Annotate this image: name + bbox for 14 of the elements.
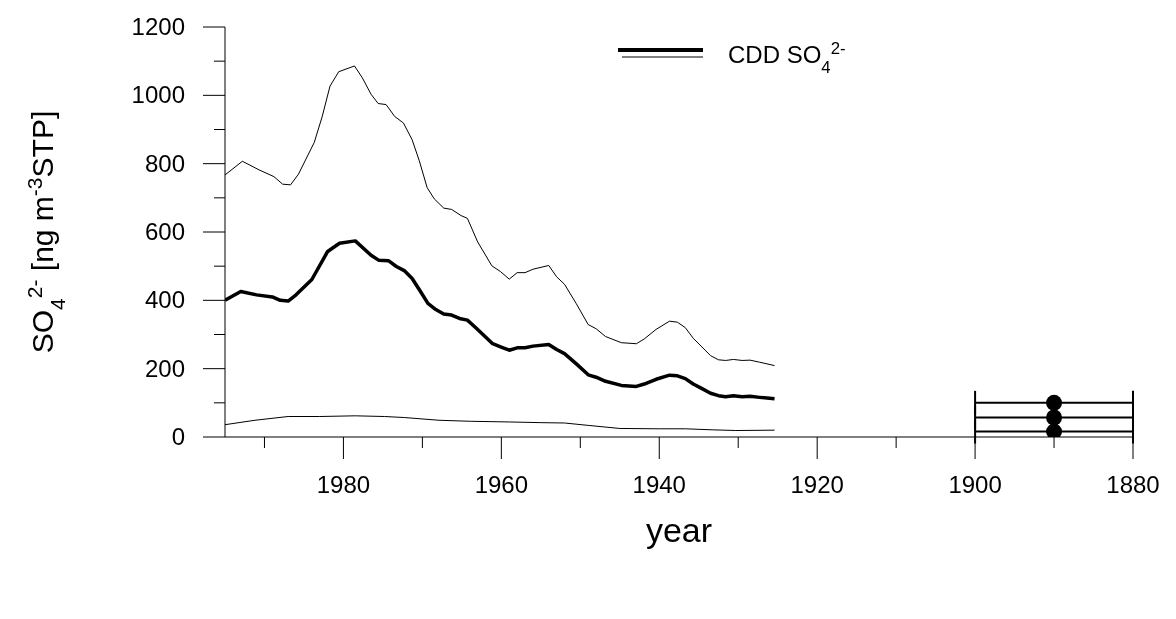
x-tick-label: 1920 xyxy=(790,471,844,498)
y-tick-label: 1000 xyxy=(131,81,185,109)
x-tick-label: 1960 xyxy=(474,471,529,498)
x-tick-label: 1940 xyxy=(632,471,686,498)
x-axis-title: year xyxy=(645,511,713,549)
x-tick-label: 1980 xyxy=(316,471,371,498)
y-tick-label: 200 xyxy=(144,354,185,382)
x-tick-label: 1880 xyxy=(1106,471,1160,498)
x-tick-label: 1900 xyxy=(948,471,1002,498)
y-tick-label: 600 xyxy=(144,218,185,245)
y-tick-label: 1200 xyxy=(131,13,185,40)
y-tick-label: 0 xyxy=(171,423,185,450)
y-tick-label: 400 xyxy=(144,286,185,314)
y-tick-label: 800 xyxy=(144,149,185,177)
